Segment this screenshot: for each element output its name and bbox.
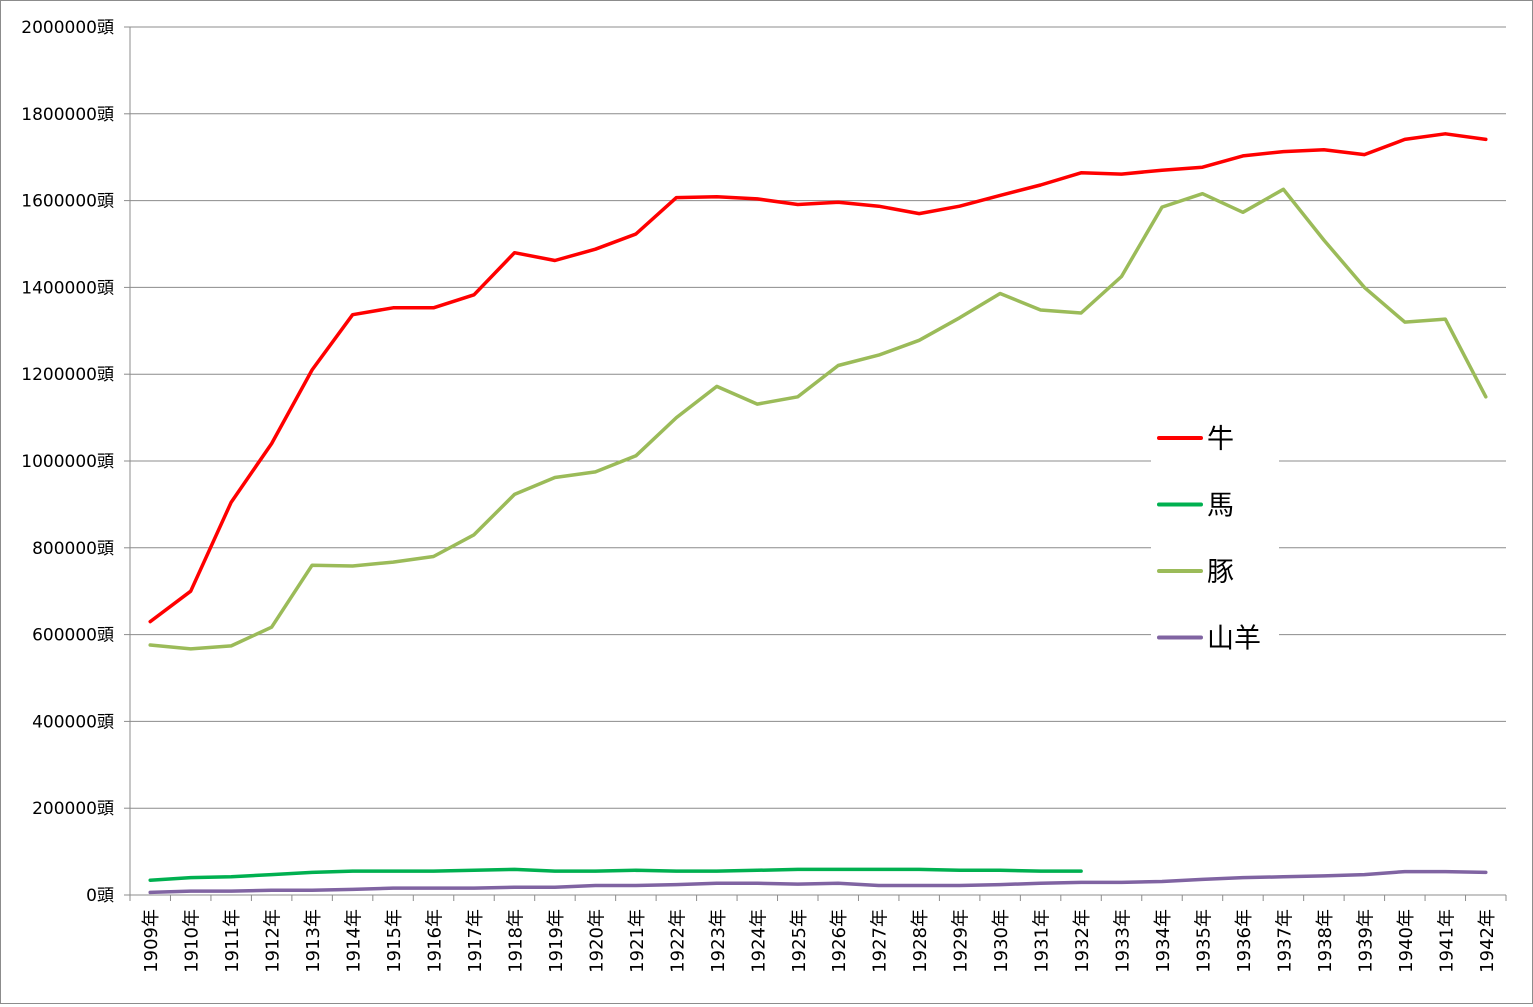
x-tick-label: 1933年: [1113, 909, 1134, 973]
legend-label: 山羊: [1207, 624, 1261, 655]
x-tick-label: 1920年: [586, 909, 607, 973]
x-tick-label: 1938年: [1315, 909, 1336, 973]
y-tick-label: 600000頭: [32, 626, 114, 646]
y-tick-label: 1000000頭: [21, 452, 114, 472]
legend-label: 豚: [1207, 557, 1234, 588]
x-tick-label: 1930年: [991, 909, 1012, 973]
y-tick-label: 400000頭: [32, 712, 114, 732]
y-tick-label: 1800000頭: [21, 105, 114, 125]
legend-box: [1151, 406, 1279, 661]
x-tick-label: 1926年: [829, 909, 850, 973]
y-tick-label: 1600000頭: [21, 192, 114, 212]
legend-label: 牛: [1207, 424, 1234, 455]
x-tick-label: 1934年: [1153, 909, 1174, 973]
series-lines: [148, 132, 1488, 895]
series-line-馬: [148, 867, 1083, 882]
x-tick-label: 1936年: [1234, 909, 1255, 973]
x-tick-label: 1911年: [222, 909, 243, 973]
x-tick-label: 1927年: [870, 909, 891, 973]
x-tick-label: 1931年: [1032, 909, 1053, 973]
y-tick-label: 2000000頭: [21, 18, 114, 38]
x-tick-label: 1917年: [465, 909, 486, 973]
x-tick-label: 1913年: [303, 909, 324, 973]
x-tick-label: 1909年: [141, 909, 162, 973]
legend-label: 馬: [1207, 491, 1234, 522]
x-tick-label: 1914年: [344, 909, 365, 973]
axes: [124, 26, 1507, 901]
x-tick-label: 1918年: [505, 909, 526, 973]
x-tick-label: 1929年: [951, 909, 972, 973]
x-tick-label: 1940年: [1396, 909, 1417, 973]
series-line-豚: [148, 187, 1488, 651]
y-tick-label: 0頭: [86, 886, 114, 906]
x-tick-label: 1932年: [1072, 909, 1093, 973]
x-tick-label: 1939年: [1355, 909, 1376, 973]
y-tick-label: 1200000頭: [21, 365, 114, 385]
x-tick-label: 1928年: [910, 909, 931, 973]
x-tick-label: 1935年: [1193, 909, 1214, 973]
y-tick-label: 200000頭: [32, 799, 114, 819]
x-tick-label: 1916年: [425, 909, 446, 973]
y-axis-ticks: 0頭 200000頭 400000頭 600000頭 800000頭 1000000頭 12…: [21, 18, 114, 906]
x-tick-label: 1941年: [1436, 909, 1457, 973]
y-tick-label: 800000頭: [32, 539, 114, 559]
x-tick-label: 1942年: [1477, 909, 1498, 973]
x-tick-label: 1924年: [748, 909, 769, 973]
x-tick-label: 1921年: [627, 909, 648, 973]
gridlines: [130, 26, 1506, 809]
x-tick-label: 1910年: [182, 909, 203, 973]
x-tick-label: 1922年: [667, 909, 688, 973]
series-line-牛: [148, 132, 1488, 624]
y-tick-label: 1400000頭: [21, 278, 114, 298]
x-tick-label: 1919年: [546, 909, 567, 973]
x-tick-label: 1937年: [1274, 909, 1295, 973]
x-tick-label: 1915年: [384, 909, 405, 973]
x-tick-label: 1923年: [708, 909, 729, 973]
series-line-山羊: [148, 869, 1488, 895]
x-tick-label: 1925年: [789, 909, 810, 973]
x-tick-label: 1912年: [263, 909, 284, 973]
x-axis-ticks: 1909年 1910年 1911年 1912年 1913年 1914年 1915年 1916年…: [141, 909, 1498, 973]
